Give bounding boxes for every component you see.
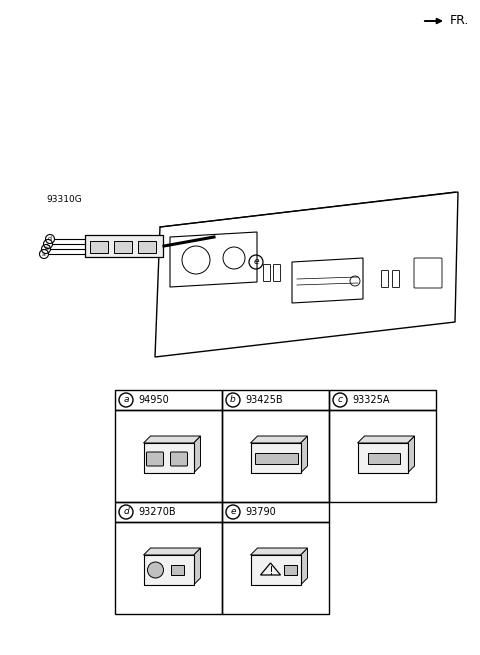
Text: 93325A: 93325A (352, 395, 389, 405)
Polygon shape (193, 436, 201, 473)
FancyBboxPatch shape (368, 453, 399, 464)
Circle shape (147, 562, 164, 578)
FancyBboxPatch shape (146, 452, 164, 466)
FancyBboxPatch shape (114, 241, 132, 253)
Text: d: d (123, 508, 129, 517)
Text: 93310G: 93310G (46, 195, 82, 204)
Text: 93270B: 93270B (138, 507, 176, 517)
FancyBboxPatch shape (170, 452, 188, 466)
Polygon shape (408, 436, 415, 473)
Text: 93790: 93790 (245, 507, 276, 517)
FancyBboxPatch shape (138, 241, 156, 253)
Text: c: c (46, 242, 50, 246)
FancyBboxPatch shape (144, 555, 193, 585)
Polygon shape (251, 548, 308, 555)
FancyBboxPatch shape (170, 565, 183, 575)
FancyBboxPatch shape (85, 235, 163, 257)
Text: a: a (123, 396, 129, 405)
Polygon shape (358, 436, 415, 443)
FancyBboxPatch shape (284, 565, 297, 575)
Text: e: e (253, 257, 259, 267)
Polygon shape (251, 436, 308, 443)
Text: d: d (48, 236, 52, 242)
FancyBboxPatch shape (254, 453, 298, 464)
Polygon shape (300, 436, 308, 473)
Text: b: b (44, 246, 48, 252)
Text: e: e (230, 508, 236, 517)
Polygon shape (300, 548, 308, 585)
Text: FR.: FR. (450, 14, 469, 28)
FancyBboxPatch shape (358, 443, 408, 473)
Text: 93425B: 93425B (245, 395, 283, 405)
Text: b: b (230, 396, 236, 405)
Polygon shape (144, 436, 201, 443)
FancyBboxPatch shape (144, 443, 193, 473)
FancyBboxPatch shape (90, 241, 108, 253)
Text: c: c (337, 396, 343, 405)
Text: a: a (42, 252, 46, 257)
Polygon shape (144, 548, 201, 555)
FancyBboxPatch shape (251, 443, 300, 473)
FancyBboxPatch shape (251, 555, 300, 585)
Text: 94950: 94950 (138, 395, 169, 405)
Polygon shape (193, 548, 201, 585)
